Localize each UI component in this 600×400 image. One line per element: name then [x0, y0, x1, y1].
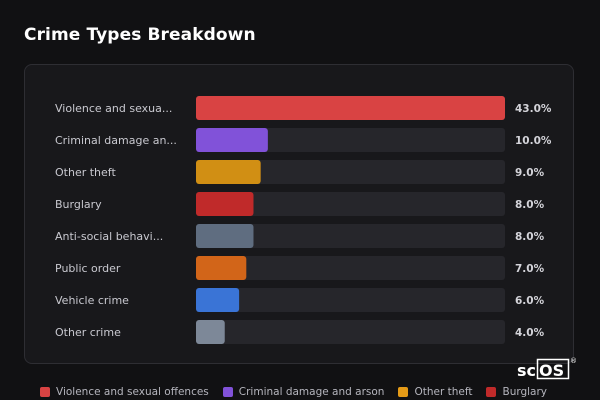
logo-text-sc: sc: [517, 361, 536, 380]
chart-title: Crime Types Breakdown: [24, 25, 256, 45]
bar-track: [196, 128, 505, 152]
value-label: 6.0%: [515, 295, 545, 307]
legend-swatch: [486, 387, 497, 397]
value-label: 10.0%: [515, 135, 552, 147]
value-label: 9.0%: [515, 167, 545, 179]
bar[interactable]: [196, 224, 254, 248]
bar[interactable]: [196, 160, 261, 184]
legend-label: Violence and sexual offences: [56, 386, 209, 398]
category-label: Criminal damage an...: [55, 134, 177, 147]
category-label: Burglary: [55, 198, 102, 211]
logo-registered-mark: ®: [570, 357, 576, 365]
legend-item[interactable]: Burglary: [486, 386, 547, 398]
logo-box: [536, 358, 570, 380]
value-label: 7.0%: [515, 263, 545, 275]
bar[interactable]: [196, 256, 247, 280]
bar-track: [196, 160, 505, 184]
legend-swatch: [40, 387, 50, 397]
bar[interactable]: [196, 320, 225, 344]
value-label: 8.0%: [515, 231, 545, 243]
bar-track: [196, 288, 505, 312]
legend-swatch: [222, 387, 233, 397]
chart-legend: Violence and sexual offences Criminal dam…: [40, 386, 561, 398]
bar-track: [196, 256, 505, 280]
legend-swatch: [398, 387, 409, 397]
bar[interactable]: [196, 128, 268, 152]
bar-track: [196, 320, 505, 344]
legend-label: Burglary: [502, 386, 548, 398]
value-label: 4.0%: [515, 327, 545, 339]
legend-label: Criminal damage and arson: [238, 386, 385, 398]
category-label: Anti-social behavi...: [55, 230, 163, 243]
bar[interactable]: [196, 288, 240, 312]
bar[interactable]: [196, 192, 254, 216]
bar-track: [196, 224, 505, 248]
category-label: Other crime: [55, 326, 121, 339]
logo-text-os: OS: [539, 361, 564, 380]
legend-item[interactable]: Violence and sexual offences: [40, 386, 209, 398]
bar-track: [196, 192, 505, 216]
category-label: Public order: [55, 262, 121, 275]
bar-chart: Violence and sexua... 43.0% Criminal damag…: [55, 96, 552, 344]
bar[interactable]: [196, 96, 505, 120]
category-label: Vehicle crime: [55, 294, 129, 307]
category-label: Other theft: [55, 166, 116, 179]
scos-logo: sc OS ®: [517, 357, 576, 380]
chart-card: Violence and sexua... 43.0% Criminal damag…: [24, 64, 574, 364]
value-label: 43.0%: [515, 103, 552, 115]
legend-item[interactable]: Other theft: [398, 386, 472, 398]
category-label: Violence and sexua...: [55, 102, 172, 115]
legend-item[interactable]: Criminal damage and arson: [222, 386, 385, 398]
value-label: 8.0%: [515, 199, 545, 211]
legend-label: Other theft: [414, 386, 473, 398]
